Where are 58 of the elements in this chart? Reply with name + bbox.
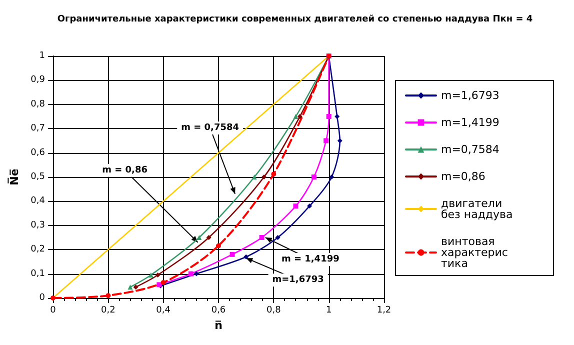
point [160,280,166,286]
point [216,243,221,248]
y-tick-label: 0,1 [30,268,45,279]
point [329,174,334,180]
y-tick-label: 0,3 [30,220,45,230]
y-tick-label: 0,5 [30,172,45,182]
y-tick-label: 0,9 [30,75,46,86]
x-tick-label: 1,2 [376,306,392,316]
y-axis-title: N̅e̅ [6,168,21,186]
x-tick-label: 0,8 [266,306,282,316]
point [324,138,329,144]
point [252,174,257,180]
point [155,272,160,278]
point [326,114,332,119]
point [334,114,340,119]
x-tick-label: 1 [326,306,332,316]
legend-label: m=1,4199 [441,116,500,129]
x-axis-title: n̅ [214,319,222,332]
point [307,204,312,209]
y-tick-label: 0,8 [30,99,46,110]
legend-label: m=0,86 [441,170,486,183]
y-tick-label: 1 [39,51,45,61]
point [106,293,111,298]
y-tick-label: 0,6 [30,148,46,158]
x-tick-label: 0,6 [211,306,226,316]
point [194,271,199,276]
point [244,254,249,260]
point [133,284,138,290]
point [271,172,276,177]
legend-label: двигатели без наддува [441,197,513,221]
point [188,271,194,276]
point [297,114,302,119]
annotation: m = 1,4199 [281,254,340,264]
legend-label: m=0,7584 [441,143,500,156]
point [293,204,298,209]
point [259,235,264,240]
x-tick-label: 0 [50,306,56,316]
y-tick-label: 0,4 [30,196,46,206]
point [230,252,235,257]
point [262,174,267,180]
point [128,284,133,290]
point [293,114,298,119]
y-tick-label: 0,7 [30,124,45,134]
point [148,272,154,278]
annotation: m = 0,86 [102,165,148,176]
point [311,174,316,180]
y-tick-label: 0 [39,293,46,303]
x-tick-label: 0,4 [156,306,171,316]
legend-label: винтовая характеристика [441,235,508,270]
point [206,235,212,240]
annotation: m=1,6793 [272,275,324,286]
legend-label: m=1,6793 [441,89,500,102]
annotation: m = 0,7584 [181,122,240,133]
x-tick-label: 0,2 [101,306,116,316]
point [337,138,342,144]
point [275,235,280,240]
chart-title: Ограничительные характеристики современных двигателей со степенью наддува Пкн = 4 [57,14,533,24]
y-tick-label: 0,2 [30,244,45,255]
